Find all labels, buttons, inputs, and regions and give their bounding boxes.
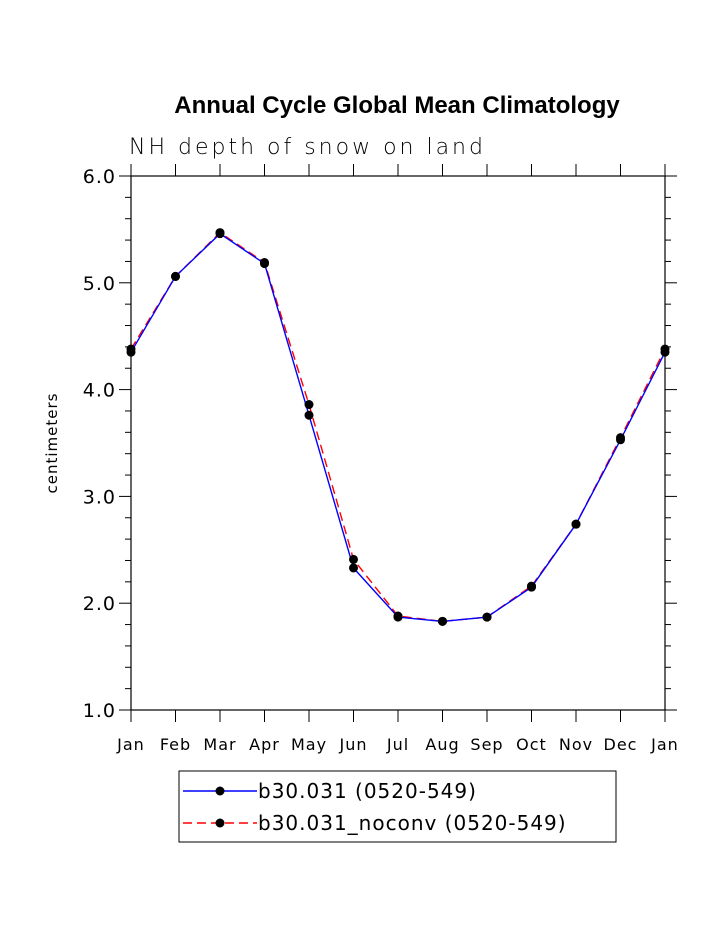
y-tick-label: 6.0	[83, 166, 116, 188]
data-point-series-2	[616, 433, 625, 443]
y-tick-label: 1.0	[83, 700, 116, 722]
data-point-series-2	[215, 228, 225, 238]
chart-subtitle: NH depth of snow on land	[129, 135, 486, 160]
x-tick-label: May	[291, 735, 327, 754]
series-line-1	[130, 232, 666, 623]
axis-ticks	[119, 164, 677, 722]
data-point-series-2	[571, 519, 581, 529]
y-tick-label: 2.0	[83, 593, 116, 615]
y-axis-label: centimeters	[43, 393, 61, 494]
series-markers	[126, 228, 670, 626]
legend-marker-series-2	[215, 818, 225, 828]
data-point-series-2	[260, 258, 269, 268]
y-tick-label: 3.0	[83, 486, 116, 508]
x-tick-label: Jul	[386, 735, 409, 754]
legend-box	[178, 770, 617, 843]
x-tick-label: Feb	[160, 735, 191, 754]
x-tick-label: Jan	[116, 735, 145, 754]
data-point-series-2	[482, 612, 492, 622]
plot-frame	[130, 175, 666, 711]
legend-label-series-1: b30.031 (0520-549)	[258, 779, 477, 803]
data-point-series-1	[304, 410, 314, 420]
x-tick-label: Nov	[559, 735, 593, 754]
legend-marker-series-1	[215, 786, 225, 796]
legend: b30.031 (0520-549) b30.031_noconv (0520-…	[178, 770, 617, 843]
x-tick-label: Mar	[203, 735, 236, 754]
legend-label-series-2: b30.031_noconv (0520-549)	[258, 811, 567, 835]
data-point-series-2	[304, 400, 314, 410]
x-tick-label: Dec	[604, 735, 638, 754]
data-point-series-2	[171, 271, 180, 281]
x-tick-label: Jan	[650, 735, 679, 754]
x-tick-label: Apr	[249, 735, 280, 754]
x-tick-label: Oct	[516, 735, 547, 754]
data-point-series-1	[349, 563, 358, 573]
x-tick-labels: Jan Feb Mar Apr May Jun Jul Aug Sep Oct Nov Dec Jan	[116, 735, 679, 754]
y-tick-labels: 1.0 2.0 3.0 4.0 5.0 6.0	[83, 166, 116, 722]
chart-title: Annual Cycle Global Mean Climatology	[174, 92, 620, 119]
x-tick-label: Aug	[425, 735, 459, 754]
y-tick-label: 4.0	[83, 380, 116, 402]
data-point-series-2	[126, 344, 136, 354]
data-point-series-2	[349, 554, 358, 564]
y-tick-label: 5.0	[83, 273, 116, 295]
x-tick-label: Jun	[339, 735, 368, 754]
x-tick-label: Sep	[470, 735, 503, 754]
data-point-series-2	[527, 581, 536, 591]
data-point-series-2	[438, 616, 447, 626]
series-lines	[130, 231, 666, 623]
data-point-series-2	[660, 344, 670, 354]
data-point-series-2	[393, 611, 403, 621]
series-line-2	[130, 231, 666, 623]
